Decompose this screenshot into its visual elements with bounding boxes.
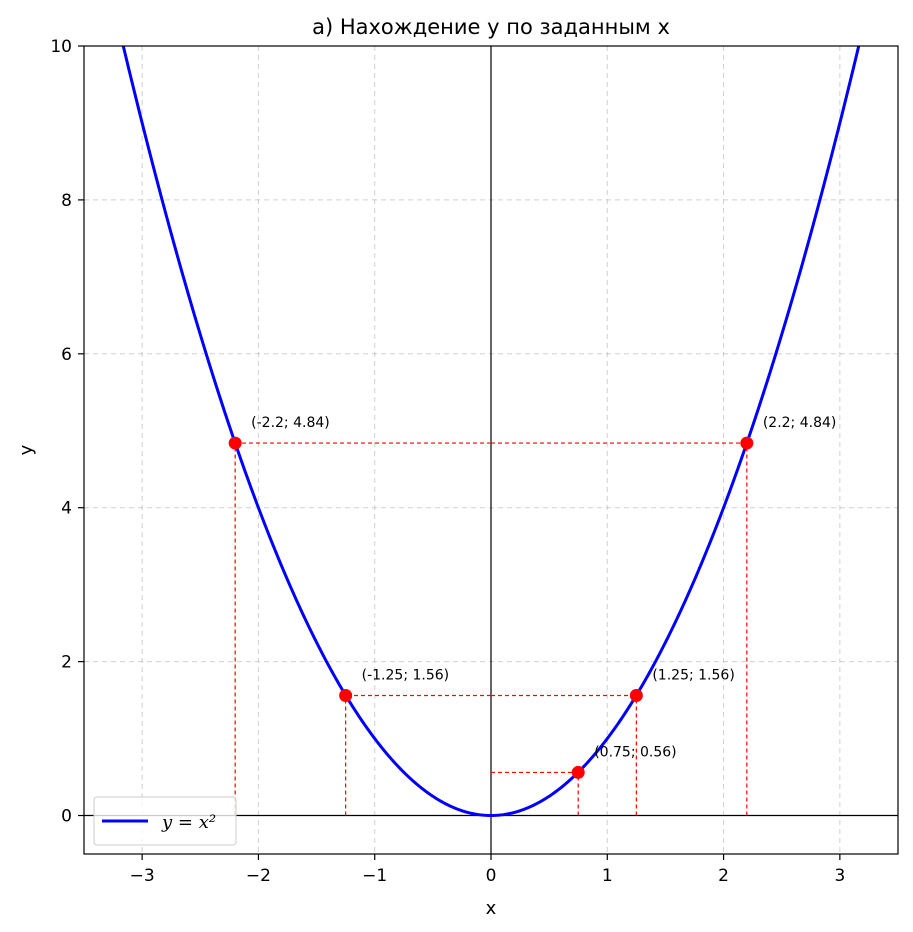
y-axis-label: y (16, 444, 37, 455)
point-annotation: (-1.25; 1.56) (362, 667, 450, 683)
x-tick-label: 1 (602, 866, 613, 886)
x-tick-label: −1 (362, 866, 387, 886)
y-tick-label: 2 (61, 653, 72, 673)
point-annotation: (1.25; 1.56) (652, 667, 734, 683)
point-annotation: (-2.2; 4.84) (251, 415, 330, 431)
data-point (571, 765, 585, 779)
point-annotation: (0.75; 0.56) (594, 744, 676, 760)
x-axis-label: x (486, 898, 497, 919)
legend-box (93, 796, 237, 846)
y-tick-label: 8 (61, 191, 72, 211)
data-point (629, 688, 643, 702)
data-point (228, 436, 242, 450)
legend: y = x² (93, 796, 237, 846)
x-tick-label: 2 (718, 866, 729, 886)
chart-title: а) Нахождение y по заданным x (312, 15, 670, 39)
x-tick-label: −3 (130, 866, 155, 886)
y-tick-label: 4 (61, 499, 72, 519)
parabola-line (121, 46, 861, 818)
point-annotation: (2.2; 4.84) (763, 415, 837, 431)
data-point (339, 688, 353, 702)
x-tick-label: 3 (834, 866, 845, 886)
y-tick-label: 6 (61, 345, 72, 365)
y-tick-label: 0 (61, 807, 72, 827)
x-tick-label: −2 (246, 866, 271, 886)
legend-label: y = x² (161, 812, 216, 833)
data-point (740, 436, 754, 450)
x-tick-label: 0 (486, 866, 497, 886)
y-tick-label: 10 (50, 37, 72, 57)
